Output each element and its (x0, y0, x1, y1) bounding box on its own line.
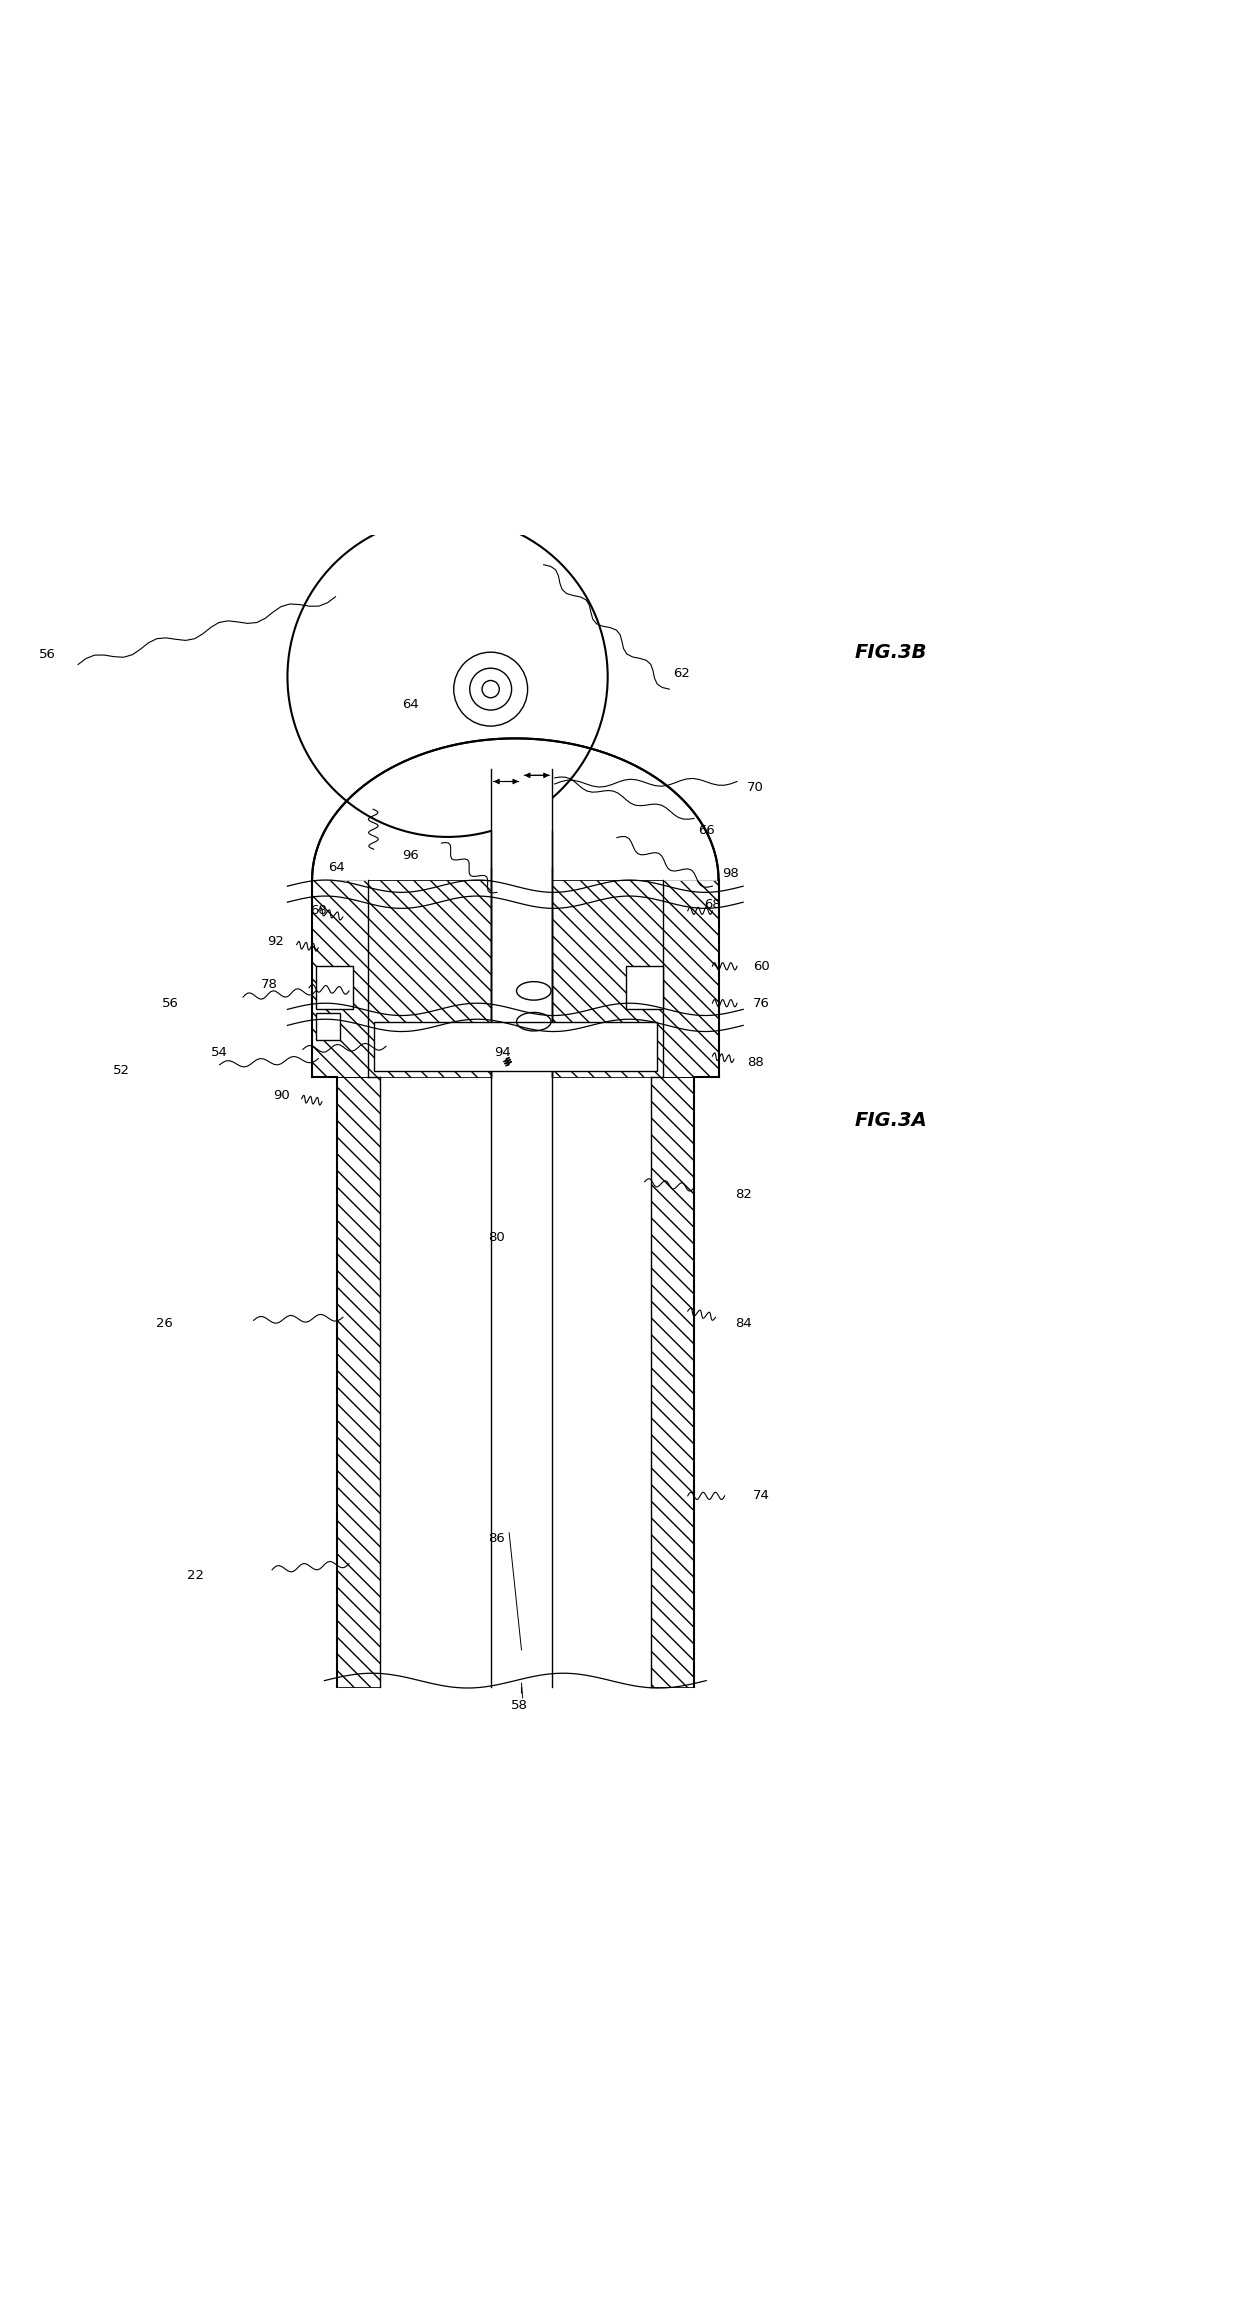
Bar (491, 868, 552, 1077)
Text: 68: 68 (704, 898, 720, 912)
Text: 88: 88 (748, 1057, 764, 1068)
Text: 98: 98 (723, 868, 739, 879)
Bar (367, 879, 663, 1077)
Text: 68: 68 (310, 905, 326, 916)
Text: 64: 64 (329, 861, 345, 875)
Bar (367, 879, 491, 1077)
Text: FIG.3A: FIG.3A (854, 1112, 928, 1130)
Bar (312, 879, 367, 1077)
Polygon shape (312, 739, 718, 879)
Text: 26: 26 (156, 1317, 172, 1331)
Text: 58: 58 (511, 1699, 527, 1713)
Text: 22: 22 (186, 1570, 203, 1581)
Text: 62: 62 (673, 668, 689, 679)
Text: 76: 76 (753, 997, 770, 1011)
Bar (316, 1013, 341, 1041)
Text: 84: 84 (735, 1317, 751, 1331)
Bar (491, 769, 552, 1687)
Text: 86: 86 (489, 1533, 505, 1545)
Text: 56: 56 (38, 649, 56, 661)
Bar (379, 1077, 651, 1687)
Text: 54: 54 (211, 1045, 228, 1059)
Bar (651, 1077, 694, 1687)
Bar (626, 967, 663, 1008)
Text: 56: 56 (162, 997, 179, 1011)
Text: 52: 52 (113, 1064, 130, 1077)
Bar (337, 1077, 379, 1687)
Text: 94: 94 (495, 1045, 511, 1059)
Bar (316, 967, 352, 1008)
Text: FIG.3B: FIG.3B (854, 642, 928, 663)
Text: 78: 78 (260, 978, 278, 992)
Bar (491, 831, 552, 1077)
Text: 74: 74 (753, 1489, 770, 1503)
Bar (663, 879, 718, 1077)
Text: 92: 92 (267, 935, 284, 948)
Bar (373, 1022, 657, 1070)
Bar (552, 879, 663, 1077)
Text: 96: 96 (402, 849, 419, 861)
Text: 80: 80 (489, 1232, 505, 1243)
Text: 60: 60 (753, 960, 770, 974)
Text: 90: 90 (273, 1089, 290, 1103)
Bar (367, 879, 663, 1077)
Text: 64: 64 (402, 698, 419, 711)
Text: 66: 66 (698, 824, 714, 838)
Text: 70: 70 (746, 780, 764, 794)
Text: 82: 82 (735, 1188, 751, 1202)
